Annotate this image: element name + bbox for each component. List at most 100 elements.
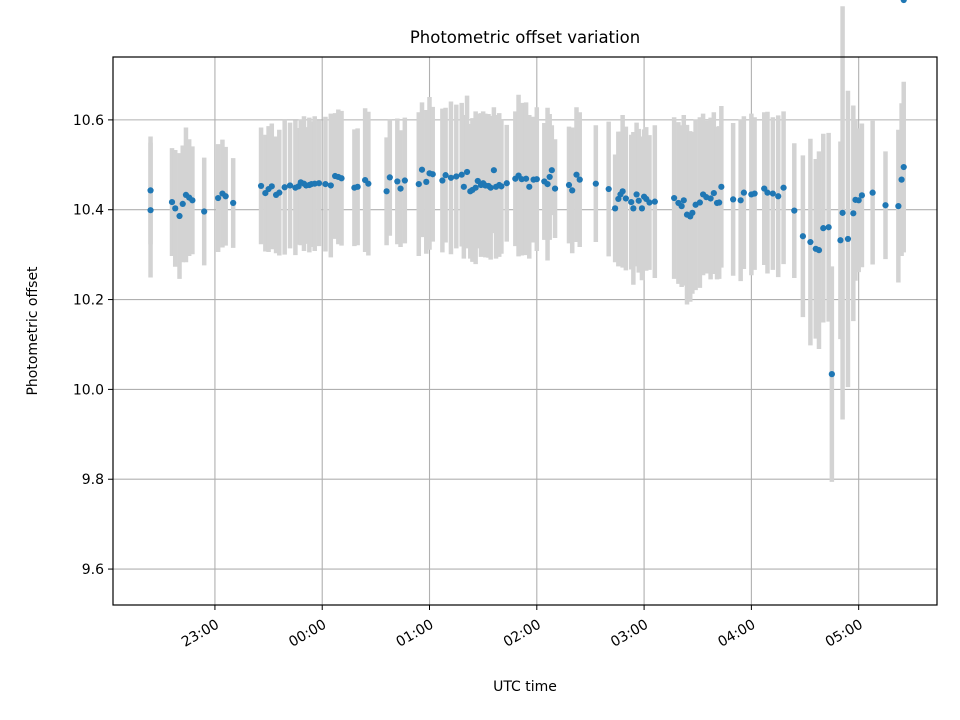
data-point (630, 205, 637, 212)
data-point (651, 198, 658, 205)
data-point (791, 207, 798, 214)
data-point (900, 163, 907, 171)
data-point (635, 197, 642, 204)
data-point (619, 188, 626, 195)
data-point (383, 188, 390, 195)
data-point (463, 168, 471, 176)
data-point (386, 174, 393, 181)
data-point (354, 183, 361, 190)
y-axis-ticks: 9.6 9.8 10.0 10.2 10.4 10.6 (73, 113, 113, 578)
data-point (458, 171, 465, 178)
data-point (730, 196, 737, 203)
data-point (628, 198, 635, 206)
data-point (322, 181, 329, 188)
data-point (429, 171, 436, 178)
y-tick-label: 10.0 (73, 382, 104, 398)
data-point (710, 190, 717, 197)
data-point (365, 180, 372, 187)
data-point (257, 182, 265, 190)
data-point (678, 203, 685, 210)
data-point (168, 198, 176, 206)
data-point (775, 193, 782, 200)
data-point (740, 189, 747, 196)
data-point (638, 205, 646, 212)
y-tick-label: 10.2 (73, 293, 104, 309)
data-point (490, 167, 497, 174)
data-point (315, 180, 323, 187)
data-point (764, 189, 771, 196)
data-point (696, 199, 703, 206)
plot-frame (112, 56, 938, 606)
data-point (551, 185, 559, 192)
data-point (820, 225, 827, 232)
data-point (592, 180, 599, 187)
data-point (751, 190, 758, 197)
data-point (460, 183, 467, 190)
data-point (503, 180, 510, 187)
y-tick-label: 9.8 (82, 472, 104, 488)
data-point (442, 172, 449, 179)
data-point (858, 192, 865, 199)
data-point (716, 199, 723, 206)
data-point (799, 233, 806, 240)
data-point (612, 205, 619, 212)
data-point (533, 176, 540, 183)
y-tick-label: 10.4 (73, 203, 104, 219)
chart-title: Photometric offset variation (410, 28, 640, 47)
data-point (898, 176, 905, 183)
data-point (646, 199, 653, 206)
data-point (415, 181, 422, 188)
data-point (839, 209, 846, 216)
data-point (780, 184, 787, 191)
data-point (633, 191, 640, 198)
data-point (548, 167, 555, 174)
data-point (622, 195, 629, 202)
data-point (828, 371, 835, 378)
data-point (825, 224, 832, 231)
data-point (201, 208, 208, 215)
data-point (176, 212, 183, 220)
data-points (147, 0, 907, 378)
data-point (215, 194, 222, 202)
data-point (807, 238, 814, 246)
data-point (147, 207, 154, 214)
data-point (815, 247, 823, 254)
data-point (844, 235, 852, 243)
data-point (522, 175, 530, 182)
y-axis-label: Photometric offset (25, 266, 41, 396)
data-point (397, 185, 404, 192)
data-point (401, 177, 408, 184)
data-point (453, 173, 460, 180)
x-axis-label: UTC time (493, 679, 557, 695)
data-point (338, 175, 345, 182)
data-point (895, 203, 902, 210)
data-point (447, 174, 455, 181)
data-point (498, 183, 505, 190)
data-point (147, 187, 154, 194)
data-point (268, 183, 275, 190)
data-point (189, 197, 196, 204)
data-point (222, 193, 229, 200)
data-point (418, 166, 426, 173)
data-point (869, 189, 876, 196)
data-point (281, 184, 288, 191)
data-point (837, 237, 844, 244)
data-point (850, 210, 857, 217)
y-tick-label: 9.6 (82, 562, 104, 578)
y-tick-label: 10.6 (73, 113, 104, 129)
data-point (769, 190, 776, 197)
data-point (544, 181, 551, 188)
data-point (286, 182, 294, 189)
data-point (576, 176, 583, 183)
data-point (230, 199, 237, 207)
data-point (900, 0, 907, 4)
data-point (680, 197, 687, 204)
data-point (573, 171, 580, 178)
data-point (423, 178, 430, 185)
data-point (855, 197, 862, 204)
data-point (569, 187, 576, 194)
data-point (565, 181, 573, 189)
data-point (276, 189, 283, 196)
